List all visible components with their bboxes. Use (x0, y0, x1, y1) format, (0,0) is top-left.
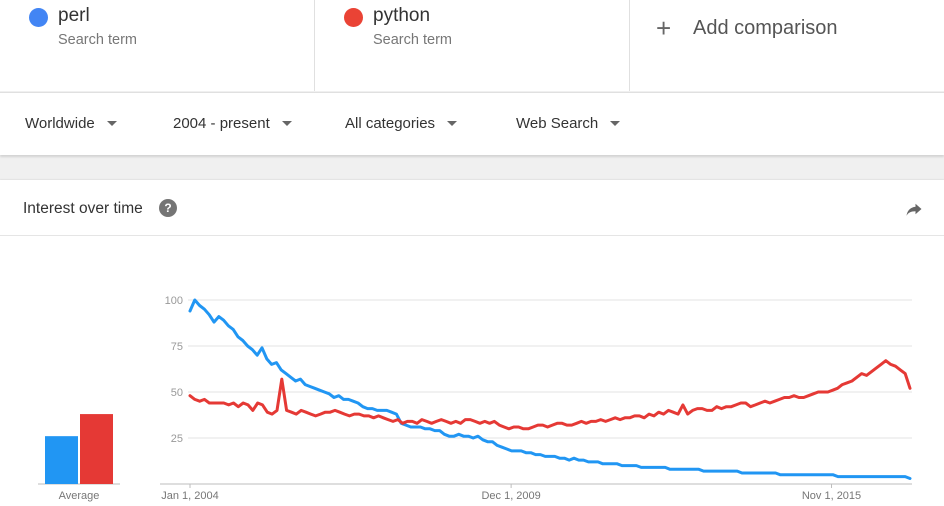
question-icon[interactable]: ? (159, 199, 177, 217)
filters-bar: Worldwide 2004 - present All categories … (0, 92, 944, 155)
search-term-subtitle: Search term (373, 32, 452, 48)
category-dropdown-label: All categories (345, 115, 436, 132)
region-dropdown[interactable]: Worldwide (25, 115, 117, 132)
time-range-dropdown-label: 2004 - present (173, 115, 270, 132)
time-range-dropdown[interactable]: 2004 - present (173, 115, 292, 132)
search-term-name[interactable]: perl (58, 5, 90, 26)
term-color-dot-icon (29, 8, 48, 27)
caret-down-icon (281, 121, 292, 126)
search-term-subtitle: Search term (58, 32, 137, 48)
category-dropdown[interactable]: All categories (345, 115, 458, 132)
plus-icon: + (656, 13, 672, 43)
caret-down-icon (106, 121, 117, 126)
add-comparison-button[interactable]: + Add comparison (630, 0, 944, 91)
caret-down-icon (610, 121, 621, 126)
search-type-dropdown[interactable]: Web Search (516, 115, 621, 132)
interest-over-time-card: Interest over time ? (0, 180, 944, 506)
region-dropdown-label: Worldwide (25, 115, 95, 132)
search-term-perl[interactable]: perl Search term (0, 0, 315, 91)
add-comparison-label: Add comparison (693, 17, 838, 39)
card-header: Interest over time ? (0, 180, 944, 236)
search-type-dropdown-label: Web Search (516, 115, 599, 132)
share-icon[interactable] (904, 200, 924, 218)
search-term-python[interactable]: python Search term (315, 0, 630, 91)
card-title: Interest over time (23, 200, 143, 217)
search-terms-bar: perl Search term python Search term + Ad… (0, 0, 944, 91)
term-color-dot-icon (344, 8, 363, 27)
caret-down-icon (447, 121, 458, 126)
search-term-name[interactable]: python (373, 5, 431, 26)
